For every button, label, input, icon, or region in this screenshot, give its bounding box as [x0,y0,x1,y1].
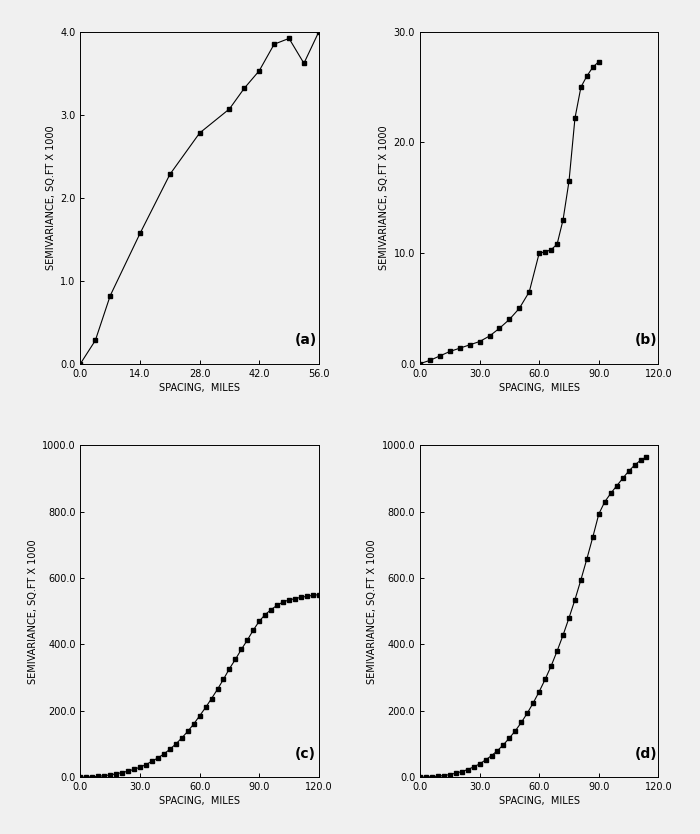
Text: (a): (a) [295,333,317,347]
X-axis label: SPACING,  MILES: SPACING, MILES [159,383,240,393]
Text: (b): (b) [635,333,657,347]
Y-axis label: SEMIVARIANCE, SQ.FT X 1000: SEMIVARIANCE, SQ.FT X 1000 [379,125,389,270]
Y-axis label: SEMIVARIANCE, SQ.FT X 1000: SEMIVARIANCE, SQ.FT X 1000 [368,539,377,684]
X-axis label: SPACING,  MILES: SPACING, MILES [159,796,240,806]
Y-axis label: SEMIVARIANCE, SQ.FT X 1000: SEMIVARIANCE, SQ.FT X 1000 [46,125,56,270]
Y-axis label: SEMIVARIANCE, SQ.FT X 1000: SEMIVARIANCE, SQ.FT X 1000 [28,539,38,684]
Text: (d): (d) [635,746,657,761]
X-axis label: SPACING,  MILES: SPACING, MILES [498,383,580,393]
Text: (c): (c) [295,746,316,761]
X-axis label: SPACING,  MILES: SPACING, MILES [498,796,580,806]
